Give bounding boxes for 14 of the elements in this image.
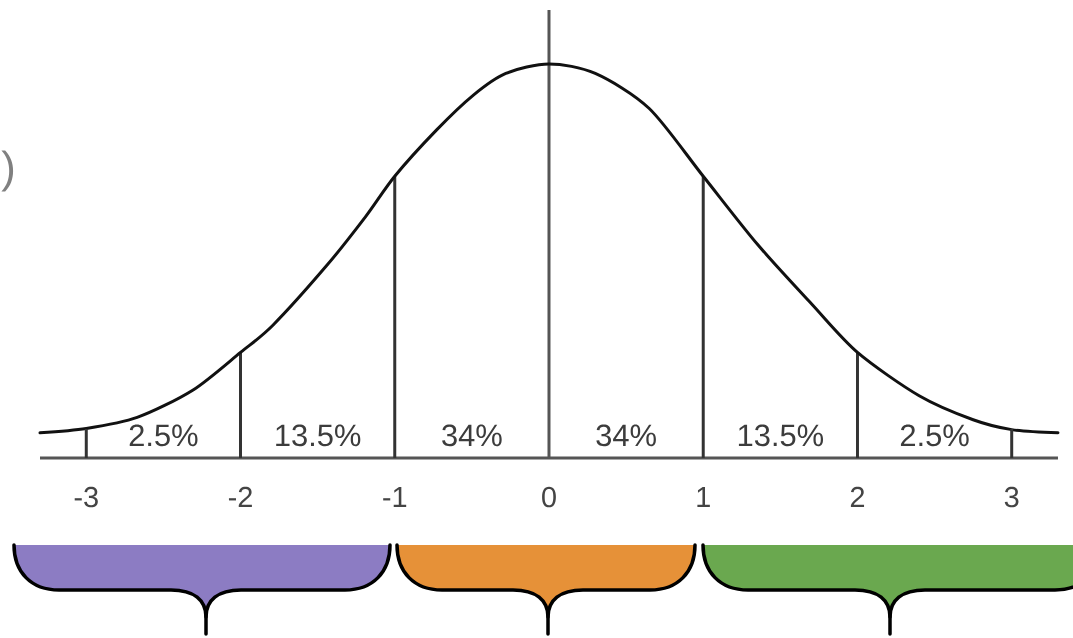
x-tick-label: -3 (74, 486, 98, 508)
annotation: 2.5% (129, 424, 198, 447)
x-tick-label: -2 (228, 486, 252, 507)
x-tick-label: 0 (542, 486, 556, 508)
annotation: 34% (442, 424, 502, 447)
x-tick-label: -1 (383, 487, 407, 507)
annotation: 2.5% (900, 424, 969, 447)
annotation: 34% (596, 424, 656, 447)
x-tick-label: 3 (1004, 486, 1019, 508)
x-tick-label: 2 (850, 486, 865, 507)
annotation: 13.5% (738, 424, 824, 447)
annotation: 13.5% (276, 424, 361, 447)
x-tick-label: 1 (697, 487, 710, 507)
text: ) (1, 150, 14, 192)
